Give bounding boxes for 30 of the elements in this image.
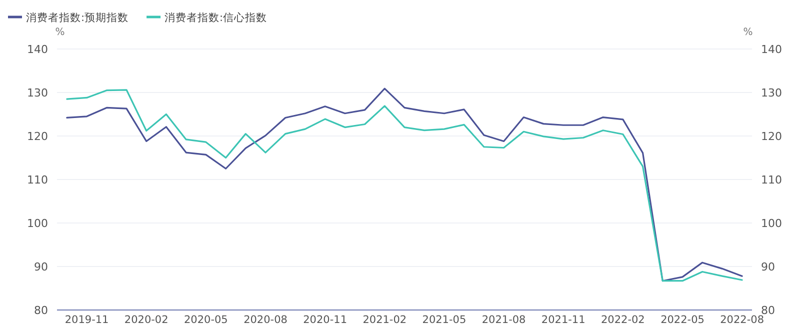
y-tick-label: 80 bbox=[34, 304, 48, 317]
x-tick-label: 2019-11 bbox=[64, 314, 109, 326]
y-tick-label: 140 bbox=[27, 43, 48, 56]
x-tick-label: 2021-02 bbox=[362, 314, 407, 326]
y2-tick-label: 140 bbox=[761, 43, 782, 56]
y-tick-label: 100 bbox=[27, 217, 48, 230]
x-tick-label: 2021-05 bbox=[422, 314, 466, 326]
y2-tick-label: 110 bbox=[761, 174, 782, 186]
y-tick-label: 90 bbox=[34, 260, 48, 274]
legend-label: 消费者指数:预期指数 bbox=[26, 11, 129, 24]
y2-tick-label: 90 bbox=[761, 260, 775, 274]
y2-tick-label: 120 bbox=[761, 130, 782, 143]
legend-label: 消费者指数:信心指数 bbox=[164, 11, 268, 24]
x-tick-label: 2020-08 bbox=[244, 314, 288, 326]
x-tick-label: 2020-05 bbox=[184, 314, 228, 326]
y-axis-title: % bbox=[55, 27, 65, 38]
x-tick-label: 2022-08 bbox=[720, 314, 764, 326]
y2-tick-label: 130 bbox=[761, 86, 782, 100]
x-tick-label: 2022-02 bbox=[600, 314, 645, 326]
x-tick-label: 2020-02 bbox=[124, 314, 168, 326]
y2-tick-label: 100 bbox=[761, 217, 782, 230]
x-tick-label: 2021-11 bbox=[541, 314, 586, 326]
x-tick-label: 2022-05 bbox=[660, 314, 704, 326]
y-tick-label: 110 bbox=[27, 174, 48, 186]
x-tick-label: 2021-08 bbox=[482, 314, 526, 326]
y-tick-label: 120 bbox=[27, 130, 48, 143]
x-tick-label: 2020-11 bbox=[303, 314, 348, 326]
y2-axis-title: % bbox=[743, 27, 753, 38]
y2-tick-label: 80 bbox=[761, 304, 775, 317]
y-tick-label: 130 bbox=[27, 86, 48, 100]
